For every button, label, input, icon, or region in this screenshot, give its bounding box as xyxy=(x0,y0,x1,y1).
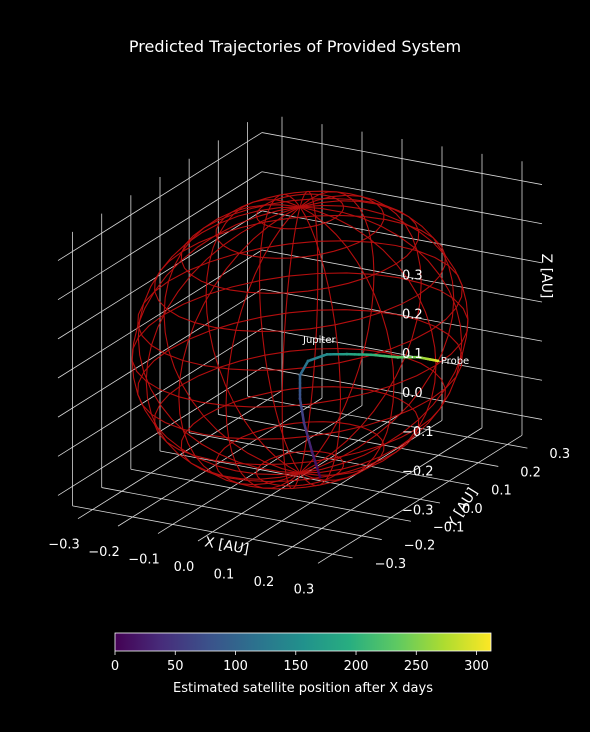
sphere-parallel xyxy=(180,386,420,483)
plot-3d: Jupiter Probe −0.3 −0.2 −0.1 0.0 0.1 0.2 0.3 −0.3… xyxy=(48,116,570,597)
annotation-jupiter: Jupiter xyxy=(302,335,336,346)
trajectory xyxy=(298,352,440,479)
y-tick-label: −0.1 xyxy=(433,520,465,535)
floor-gridline xyxy=(277,427,483,557)
sphere-parallel xyxy=(137,309,463,440)
trajectory-point xyxy=(396,355,400,359)
trajectory-point xyxy=(369,353,373,357)
sphere-parallel xyxy=(154,214,446,333)
back-wall-gridline xyxy=(261,132,543,185)
trajectory-point xyxy=(345,352,349,356)
floor-gridline xyxy=(218,414,499,467)
trajectory-point xyxy=(318,475,322,479)
trajectory-point xyxy=(306,359,310,363)
trajectory-point xyxy=(325,352,329,356)
sphere-parallel xyxy=(256,193,344,230)
z-tick-label: 0.0 xyxy=(402,386,423,401)
z-tick-label: −0.2 xyxy=(402,464,434,479)
trajectory-point xyxy=(302,421,306,425)
sphere-parallel xyxy=(137,240,463,371)
x-tick-label: −0.3 xyxy=(48,538,80,553)
colorbar-tick-label: 100 xyxy=(223,659,248,674)
y-tick-label: 0.3 xyxy=(549,447,570,462)
y-tick-label: −0.2 xyxy=(404,539,436,554)
x-tick-label: 0.1 xyxy=(214,567,235,582)
trajectory-point xyxy=(416,355,420,359)
y-tick-label: 0.2 xyxy=(520,465,541,480)
sphere-meridian xyxy=(131,206,301,476)
trajectory-point xyxy=(298,373,302,377)
sphere-parallel xyxy=(180,197,420,294)
wireframe-sphere xyxy=(131,190,469,490)
sphere-parallel xyxy=(131,272,469,408)
sphere-parallel xyxy=(154,347,446,466)
z-axis-label: Z [AU] xyxy=(538,254,554,299)
x-tick-label: 0.2 xyxy=(254,575,275,590)
colorbar-tick-label: 200 xyxy=(344,659,369,674)
x-tick-label: 0.0 xyxy=(174,560,195,575)
colorbar-bar xyxy=(114,632,492,652)
y-tick-label: −0.3 xyxy=(375,557,407,572)
colorbar-tick-label: 300 xyxy=(464,659,489,674)
x-tick-label: −0.1 xyxy=(128,553,160,568)
z-tick-label: 0.2 xyxy=(402,308,423,323)
floor-gridline xyxy=(317,434,523,564)
trajectory-point xyxy=(428,357,432,361)
x-tick-label: 0.3 xyxy=(294,582,315,597)
annotation-probe: Probe xyxy=(441,356,469,367)
left-wall-gridline xyxy=(57,249,263,379)
trajectory-point xyxy=(298,397,302,401)
left-wall-gridline xyxy=(57,210,263,340)
z-tick-label: −0.3 xyxy=(402,503,434,518)
z-tick-label: 0.3 xyxy=(402,269,423,284)
floor-gridline xyxy=(159,450,441,504)
back-wall-gridline xyxy=(261,171,543,225)
y-tick-label: 0.1 xyxy=(491,484,512,499)
back-wall-gridline xyxy=(261,249,543,303)
x-axis-label: X [AU] xyxy=(203,534,250,558)
sphere-parallel xyxy=(256,450,344,487)
colorbar-label: Estimated satellite position after X day… xyxy=(173,681,433,696)
colorbar-tick-label: 250 xyxy=(404,659,429,674)
sphere-parallel xyxy=(215,421,385,490)
floor-gridline xyxy=(237,420,443,549)
y-tick-label: 0.0 xyxy=(462,502,483,517)
z-tick-label: 0.1 xyxy=(402,347,423,362)
back-wall-gridline xyxy=(261,210,543,264)
left-wall-gridline xyxy=(57,132,263,261)
z-tick-label: −0.1 xyxy=(402,425,434,440)
floor-gridline xyxy=(247,395,528,449)
colorbar-tick-label: 50 xyxy=(167,659,184,674)
x-tick-label: −0.2 xyxy=(88,545,120,560)
colorbar: 0 50 100 150 200 250 300 Estimated satellite po… xyxy=(111,632,492,696)
trajectory-point xyxy=(310,450,314,454)
colorbar-tick-label: 150 xyxy=(283,659,308,674)
chart-title: Predicted Trajectories of Provided Syste… xyxy=(129,37,461,56)
trajectory-point xyxy=(436,359,440,363)
left-wall-gridline xyxy=(57,171,263,301)
colorbar-tick-label: 0 xyxy=(111,659,119,674)
